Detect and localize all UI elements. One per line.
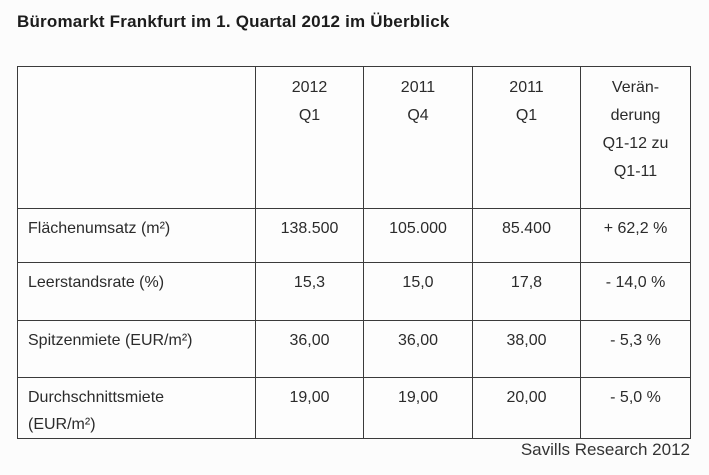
cell-2011-q4: 105.000 xyxy=(363,208,473,263)
header-2012-q1: 2012 Q1 xyxy=(255,66,364,209)
cell-2012-q1: 138.500 xyxy=(255,208,364,263)
row-label: Spitzenmiete (EUR/m²) xyxy=(17,320,256,378)
cell-2011-q1: 38,00 xyxy=(472,320,581,378)
table-row-leerstandsrate: Leerstandsrate (%) 15,3 15,0 17,8 - 14,0… xyxy=(17,262,691,321)
table-row-durchschnittsmiete: Durchschnittsmiete (EUR/m²) 19,00 19,00 … xyxy=(17,377,691,439)
cell-change: - 5,0 % xyxy=(580,377,691,439)
cell-change: - 5,3 % xyxy=(580,320,691,378)
header-2011-q1: 2011 Q1 xyxy=(472,66,581,209)
cell-2011-q4: 36,00 xyxy=(363,320,473,378)
header-metric-cell xyxy=(17,66,256,209)
cell-2012-q1: 36,00 xyxy=(255,320,364,378)
page-title: Büromarkt Frankfurt im 1. Quartal 2012 i… xyxy=(17,12,450,31)
cell-change: - 14,0 % xyxy=(580,262,691,321)
cell-2012-q1: 15,3 xyxy=(255,262,364,321)
row-label: Leerstandsrate (%) xyxy=(17,262,256,321)
cell-2011-q4: 15,0 xyxy=(363,262,473,321)
table-header-row: 2012 Q1 2011 Q4 2011 Q1 Verän- derung Q1… xyxy=(17,66,691,209)
market-overview-table: 2012 Q1 2011 Q4 2011 Q1 Verän- derung Q1… xyxy=(17,66,691,439)
cell-2012-q1: 19,00 xyxy=(255,377,364,439)
source-credit: Savills Research 2012 xyxy=(520,440,690,459)
cell-2011-q1: 20,00 xyxy=(472,377,581,439)
header-2011-q4: 2011 Q4 xyxy=(363,66,473,209)
cell-change: + 62,2 % xyxy=(580,208,691,263)
row-label: Durchschnittsmiete (EUR/m²) xyxy=(17,377,256,439)
header-change: Verän- derung Q1-12 zu Q1-11 xyxy=(580,66,691,209)
cell-2011-q1: 85.400 xyxy=(472,208,581,263)
row-label: Flächenumsatz (m²) xyxy=(17,208,256,263)
table-row-spitzenmiete: Spitzenmiete (EUR/m²) 36,00 36,00 38,00 … xyxy=(17,320,691,378)
cell-2011-q4: 19,00 xyxy=(363,377,473,439)
table-row-flaechenumsatz: Flächenumsatz (m²) 138.500 105.000 85.40… xyxy=(17,208,691,263)
cell-2011-q1: 17,8 xyxy=(472,262,581,321)
